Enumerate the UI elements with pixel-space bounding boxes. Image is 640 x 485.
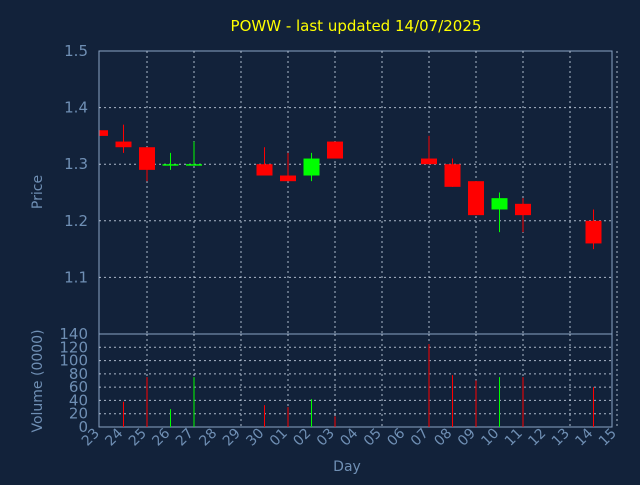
volume-y-tick-label: 20	[69, 405, 88, 423]
candle-body	[468, 181, 484, 216]
candle-body	[280, 175, 296, 182]
candle-26	[162, 152, 179, 170]
candle-body	[421, 158, 437, 165]
x-tick-label: 15	[596, 426, 620, 450]
x-tick-label: 29	[220, 426, 244, 450]
x-tick-label: 08	[431, 426, 455, 450]
price-y-tick-label: 1.3	[64, 155, 88, 173]
x-tick-label: 01	[267, 426, 291, 450]
candle-25	[139, 147, 155, 182]
volume-plot-frame	[98, 333, 613, 428]
volume-y-tick-label: 40	[69, 391, 88, 409]
volume-y-tick-label: 100	[59, 352, 88, 370]
candle-27	[186, 141, 202, 166]
volume-y-tick-label: 60	[69, 378, 88, 396]
price-plot-frame	[98, 50, 613, 335]
x-tick-label: 24	[102, 425, 126, 449]
volume-series	[123, 343, 594, 427]
x-tick-label: 02	[290, 426, 314, 450]
candle-body	[139, 147, 155, 170]
x-tick-label: 09	[455, 426, 479, 450]
candle-09	[468, 181, 484, 216]
volume-grid	[99, 334, 618, 427]
x-tick-label: 06	[384, 425, 408, 449]
candle-10	[491, 192, 508, 233]
x-tick-label: 13	[549, 426, 573, 450]
candle-07	[421, 135, 437, 165]
candle-body	[444, 164, 461, 187]
volume-y-tick-label: 120	[59, 338, 88, 356]
candle-11	[515, 198, 531, 233]
candle-01	[280, 152, 296, 182]
x-tick-label: 30	[243, 426, 267, 450]
chart-title: POWW - last updated 14/07/2025	[231, 17, 482, 35]
x-tick-label: 04	[337, 425, 361, 449]
candle-body	[162, 164, 179, 166]
candle-body	[303, 158, 320, 176]
volume-axis-label: Volume (0000)	[30, 329, 46, 432]
price-y-tick-label: 1.2	[64, 212, 88, 230]
x-axis-ticks: 23 24 25 26 27 28 29 30 01 02 03 04 05 06 07 08 09 10 11 12…	[79, 425, 620, 449]
candle-body	[115, 141, 132, 148]
candle-03	[327, 141, 343, 159]
candle-body	[100, 130, 108, 136]
candle-23	[99, 130, 108, 136]
x-tick-label: 03	[314, 426, 338, 450]
x-tick-label: 28	[196, 426, 220, 450]
price-y-tick-label: 1.5	[64, 42, 88, 60]
candle-body	[585, 220, 602, 244]
volume-y-tick-label: 0	[78, 418, 88, 436]
x-tick-label: 05	[361, 426, 385, 450]
x-tick-label: 27	[173, 426, 197, 450]
candle-body	[491, 198, 508, 210]
price-grid	[99, 51, 618, 334]
volume-y-tick-label: 140	[59, 325, 88, 343]
candle-body	[186, 164, 202, 166]
candle-body	[256, 164, 273, 176]
x-tick-label: 25	[126, 426, 150, 450]
x-tick-label: 26	[149, 425, 173, 449]
price-y-ticks: 1.1 1.2 1.3 1.4 1.5	[64, 42, 88, 286]
candle-body	[327, 141, 343, 159]
candle-30	[256, 147, 273, 176]
price-y-tick-label: 1.4	[64, 99, 88, 117]
x-tick-label: 10	[478, 426, 502, 450]
x-tick-label: 12	[525, 426, 549, 450]
price-axis-label: Price	[30, 175, 46, 209]
candlestick-series	[99, 124, 602, 250]
price-y-tick-label: 1.1	[64, 268, 88, 286]
candle-body	[515, 203, 531, 216]
x-axis-label: Day	[333, 459, 361, 475]
x-tick-label: 11	[502, 426, 526, 450]
price-panel: 1.1 1.2 1.3 1.4 1.5 Price	[30, 42, 618, 335]
volume-y-tick-label: 80	[69, 365, 88, 383]
candle-14	[585, 209, 602, 250]
x-tick-label: 07	[408, 426, 432, 450]
x-tick-label: 14	[572, 425, 596, 449]
candle-24	[115, 124, 132, 153]
candle-02	[303, 152, 320, 182]
candle-08	[444, 158, 461, 187]
